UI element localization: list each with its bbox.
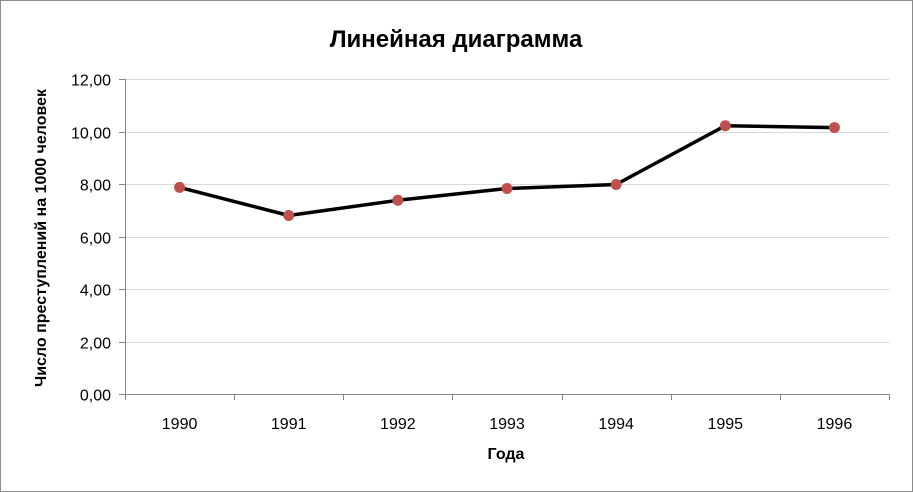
x-tick-label: 1993 <box>489 416 525 433</box>
axes <box>119 79 890 400</box>
data-point-1994 <box>610 179 622 191</box>
x-axis-title: Года <box>488 446 525 463</box>
y-tick-label: 8,00 <box>80 178 111 195</box>
y-tick-label: 10,00 <box>71 126 111 143</box>
x-tick-label: 1991 <box>271 416 307 433</box>
data-point-1991 <box>283 210 295 221</box>
x-tick-labels: 1990 1991 1992 1993 1994 1995 1996 <box>162 416 853 433</box>
data-point-1990 <box>174 181 186 193</box>
x-tick-label: 1990 <box>162 416 198 433</box>
x-tick-label: 1996 <box>817 416 853 433</box>
data-point-1995 <box>719 120 731 132</box>
y-tick-label: 2,00 <box>80 336 111 353</box>
data-point-1992 <box>392 194 404 206</box>
y-tick-labels: 0,00 2,00 4,00 6,00 8,00 10,00 12,00 <box>71 73 111 405</box>
y-tick-label: 12,00 <box>71 73 111 90</box>
series-group <box>174 120 840 221</box>
data-point-1996 <box>828 122 840 134</box>
y-tick-label: 6,00 <box>80 231 111 248</box>
y-tick-label: 0,00 <box>80 388 111 405</box>
gridlines <box>125 79 889 343</box>
y-tick-label: 4,00 <box>80 283 111 300</box>
chart-title: Линейная диаграмма <box>330 26 583 53</box>
y-axis-title: Число преступлений на 1000 человек <box>33 88 50 387</box>
x-tick-label: 1992 <box>380 416 416 433</box>
x-tick-label: 1994 <box>598 416 634 433</box>
x-tick-label: 1995 <box>707 416 743 433</box>
series-line <box>177 123 837 218</box>
data-point-1993 <box>501 182 513 194</box>
